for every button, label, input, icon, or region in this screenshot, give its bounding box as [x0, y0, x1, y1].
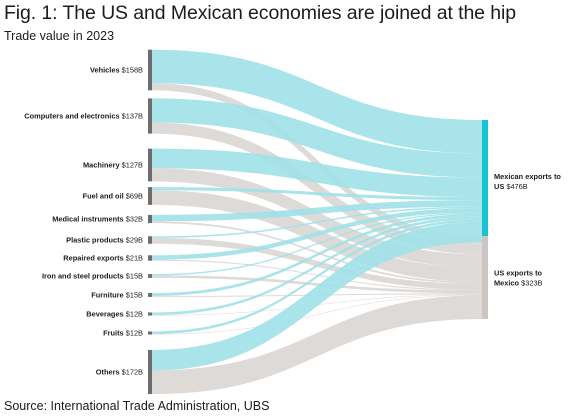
- node-us-exports: [482, 236, 488, 320]
- flow-us-exports-iron-and-steel-products: [152, 275, 482, 294]
- target-label-line2: Mexico $323B: [494, 279, 543, 288]
- flow-mexican-exports-plastic-products: [152, 206, 482, 238]
- node-computers-and-electronics: [148, 98, 152, 134]
- label-iron-and-steel-products: Iron and steel products $15B: [42, 272, 143, 281]
- category-name: Medical instruments: [52, 215, 123, 224]
- flow-us-exports-fuel-and-oil: [152, 190, 482, 283]
- category-value: $15B: [124, 272, 143, 281]
- label-beverages: Beverages $12B: [86, 310, 143, 319]
- category-value: $172B: [120, 368, 143, 377]
- category-value: $137B: [120, 112, 143, 121]
- node-mexican-exports: [482, 120, 488, 243]
- flow-mexican-exports-computers-and-electronics: [152, 98, 482, 178]
- category-value: $69B: [124, 192, 143, 201]
- node-fruits: [148, 331, 152, 335]
- node-plastic-products: [148, 236, 152, 244]
- flow-links: [152, 49, 482, 395]
- category-name: Furniture: [91, 291, 123, 300]
- label-furniture: Furniture $15B: [91, 291, 143, 300]
- target-label-line1: US exports to: [494, 269, 543, 278]
- flow-mexican-exports-medical-instruments: [152, 200, 482, 222]
- chart-title: Fig. 1: The US and Mexican economies are…: [4, 2, 516, 24]
- flow-mexican-exports-beverages: [152, 216, 482, 316]
- category-value: $12B: [124, 310, 143, 319]
- node-furniture: [148, 293, 152, 297]
- flow-us-exports-plastic-products: [152, 237, 482, 290]
- target-name: Mexico: [494, 279, 520, 288]
- node-iron-and-steel-products: [148, 274, 152, 278]
- label-others: Others $172B: [96, 368, 143, 377]
- flow-mexican-exports-iron-and-steel-products: [152, 212, 482, 276]
- node-labels: Vehicles $158B Computers and electronics …: [24, 66, 561, 377]
- flow-mexican-exports-repaired-exports: [152, 208, 482, 260]
- category-value: $15B: [124, 291, 143, 300]
- flow-mexican-exports-furniture: [152, 213, 482, 296]
- category-value: $127B: [120, 161, 143, 170]
- label-machinery: Machinery $127B: [83, 161, 143, 170]
- category-name: Repaired exports: [63, 254, 123, 263]
- flow-mexican-exports-others: [152, 221, 482, 371]
- chart-source: Source: International Trade Administrati…: [4, 399, 270, 413]
- category-value: $21B: [124, 254, 143, 263]
- category-value: $29B: [124, 236, 143, 245]
- flow-us-exports-others: [152, 295, 482, 395]
- flow-us-exports-repaired-exports: [152, 259, 482, 291]
- target-value: $476B: [504, 182, 527, 191]
- category-name: Vehicles: [90, 66, 120, 75]
- label-fuel-and-oil: Fuel and oil $69B: [83, 192, 143, 201]
- label-fruits: Fruits $12B: [103, 329, 143, 338]
- node-machinery: [148, 148, 152, 182]
- category-value: $32B: [124, 215, 143, 224]
- target-label-line1: Mexican exports to: [494, 172, 561, 181]
- category-value: $12B: [124, 329, 143, 338]
- node-fuel-and-oil: [148, 187, 152, 205]
- label-medical-instruments: Medical instruments $32B: [52, 215, 143, 224]
- flow-us-exports-machinery: [152, 168, 482, 268]
- category-name: Beverages: [86, 310, 123, 319]
- chart-subtitle: Trade value in 2023: [4, 29, 115, 43]
- category-name: Fruits: [103, 329, 124, 338]
- category-value: $158B: [120, 66, 143, 75]
- category-name: Machinery: [83, 161, 120, 170]
- node-medical-instruments: [148, 214, 152, 224]
- label-plastic-products: Plastic products $29B: [66, 236, 143, 245]
- flow-mexican-exports-vehicles: [152, 49, 482, 154]
- flow-us-exports-computers-and-electronics: [152, 122, 482, 255]
- category-name: Plastic products: [66, 236, 124, 245]
- label-vehicles: Vehicles $158B: [90, 66, 143, 75]
- flow-mexican-exports-fuel-and-oil: [152, 187, 482, 201]
- node-vehicles: [148, 49, 152, 91]
- category-name: Fuel and oil: [83, 192, 124, 201]
- label-repaired-exports: Repaired exports $21B: [63, 254, 143, 263]
- flow-us-exports-fruits: [152, 294, 482, 335]
- node-others: [148, 349, 152, 395]
- label-computers-and-electronics: Computers and electronics $137B: [24, 112, 143, 121]
- category-name: Iron and steel products: [42, 272, 124, 281]
- flow-mexican-exports-fruits: [152, 219, 482, 335]
- nodes: [148, 49, 488, 395]
- flow-us-exports-medical-instruments: [152, 221, 482, 284]
- node-repaired-exports: [148, 255, 152, 261]
- target-name: US: [494, 182, 504, 191]
- category-name: Others: [96, 368, 120, 377]
- target-label-line2: US $476B: [494, 182, 528, 191]
- flow-mexican-exports-machinery: [152, 148, 482, 198]
- target-value: $323B: [519, 279, 542, 288]
- node-beverages: [148, 312, 152, 316]
- category-name: Computers and electronics: [24, 112, 119, 121]
